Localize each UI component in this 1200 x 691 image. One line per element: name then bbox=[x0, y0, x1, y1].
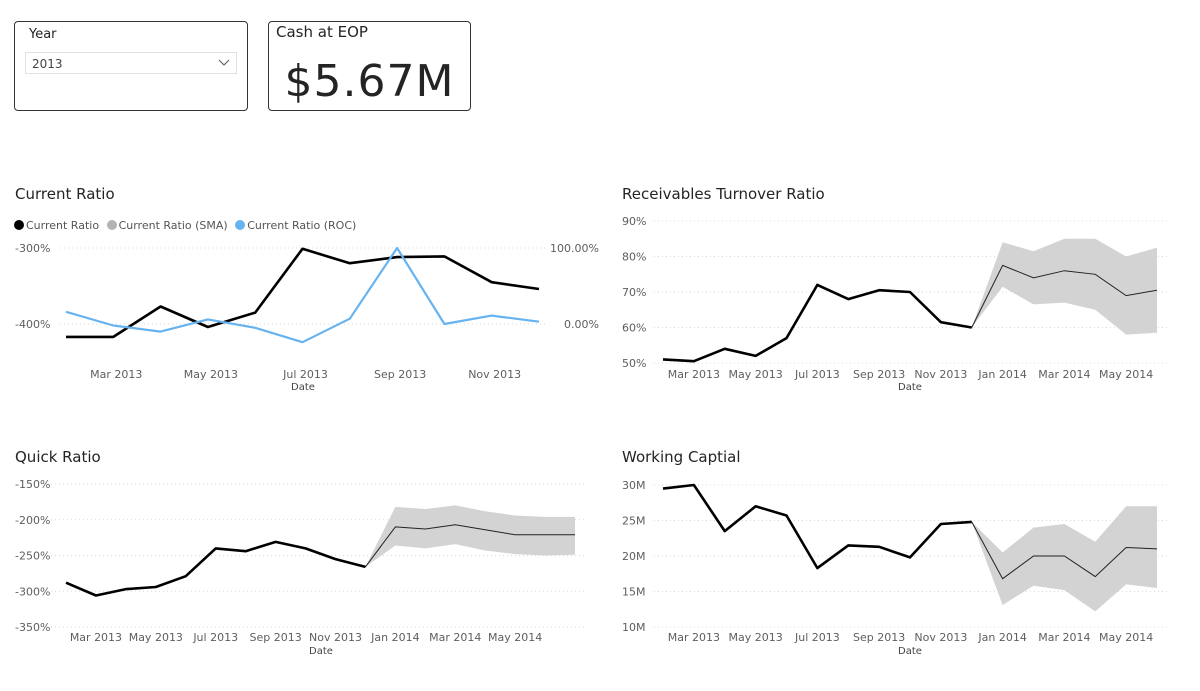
y-right-tick-label: 0.00% bbox=[564, 318, 599, 331]
forecast-line bbox=[971, 264, 1158, 328]
legend-label: Current Ratio bbox=[26, 219, 100, 232]
current-ratio-title: Current Ratio bbox=[15, 185, 115, 203]
x-tick-label: May 2013 bbox=[129, 631, 183, 644]
x-axis-label: Date bbox=[898, 646, 922, 657]
x-tick-label: Jul 2013 bbox=[794, 368, 840, 381]
y-tick-label: 15M bbox=[622, 586, 646, 599]
y-tick-label: -350% bbox=[15, 621, 50, 634]
x-tick-label: Mar 2014 bbox=[1038, 631, 1090, 644]
forecast-line bbox=[365, 524, 575, 568]
receivables-turnover-title: Receivables Turnover Ratio bbox=[622, 185, 825, 203]
legend-item-current-ratio-sma[interactable]: Current Ratio (SMA) bbox=[106, 219, 228, 232]
x-tick-label: Jan 2014 bbox=[977, 368, 1026, 381]
y-tick-label: -400% bbox=[15, 318, 50, 331]
y-tick-label: 90% bbox=[622, 215, 646, 228]
x-axis-label: Date bbox=[898, 382, 922, 393]
x-tick-label: Jul 2013 bbox=[794, 631, 840, 644]
x-tick-label: Jul 2013 bbox=[192, 631, 238, 644]
x-tick-label: Mar 2014 bbox=[429, 631, 481, 644]
year-slicer-title: Year bbox=[29, 27, 57, 42]
cash-kpi-value: $5.67M bbox=[284, 56, 455, 107]
quick-ratio-title: Quick Ratio bbox=[15, 448, 101, 466]
y-tick-label: 60% bbox=[622, 322, 646, 335]
series-line-current-ratio-roc bbox=[65, 246, 540, 344]
x-tick-label: Nov 2013 bbox=[309, 631, 362, 644]
working-capital-title: Working Captial bbox=[622, 448, 741, 466]
x-tick-label: May 2014 bbox=[1099, 368, 1153, 381]
x-axis-label: Date bbox=[291, 382, 315, 393]
legend-label: Current Ratio (SMA) bbox=[118, 219, 228, 232]
series-line-quick bbox=[65, 540, 366, 597]
y-tick-label: 50% bbox=[622, 357, 646, 370]
x-tick-label: Mar 2013 bbox=[70, 631, 122, 644]
x-tick-label: May 2014 bbox=[488, 631, 542, 644]
y-tick-label: 20M bbox=[622, 550, 646, 563]
x-tick-label: Sep 2013 bbox=[853, 368, 905, 381]
series-line-current-ratio bbox=[66, 247, 540, 339]
series-line-working bbox=[662, 483, 972, 570]
y-tick-label: -200% bbox=[15, 514, 50, 527]
year-slicer: Year 2013 bbox=[14, 21, 248, 111]
x-axis-label: Date bbox=[309, 646, 333, 657]
forecast-line bbox=[971, 521, 1158, 580]
forecast-band bbox=[971, 506, 1157, 612]
y-tick-label: 25M bbox=[622, 515, 646, 528]
cash-kpi-card: Cash at EOP $5.67M bbox=[268, 21, 471, 111]
x-tick-label: Jan 2014 bbox=[370, 631, 419, 644]
legend-dot bbox=[235, 220, 246, 230]
y-tick-label: -250% bbox=[15, 550, 50, 563]
y-tick-label: -300% bbox=[15, 585, 50, 598]
x-tick-label: Nov 2013 bbox=[468, 368, 521, 381]
x-tick-label: Sep 2013 bbox=[374, 368, 426, 381]
y-right-tick-label: 100.00% bbox=[550, 242, 599, 255]
year-dropdown-value: 2013 bbox=[32, 57, 63, 71]
x-tick-label: Sep 2013 bbox=[249, 631, 301, 644]
y-tick-label: 80% bbox=[622, 251, 646, 264]
x-tick-label: Mar 2013 bbox=[90, 368, 142, 381]
legend-label: Current Ratio (ROC) bbox=[247, 219, 357, 232]
y-tick-label: -150% bbox=[15, 478, 50, 491]
year-dropdown[interactable]: 2013 bbox=[25, 52, 237, 74]
x-tick-label: May 2013 bbox=[729, 631, 783, 644]
legend-item-current-ratio[interactable]: Current Ratio bbox=[14, 219, 99, 232]
forecast-band bbox=[365, 505, 575, 567]
x-tick-label: Mar 2014 bbox=[1038, 368, 1090, 381]
forecast-band bbox=[971, 238, 1157, 335]
legend-dot bbox=[106, 220, 117, 230]
x-tick-label: Jan 2014 bbox=[977, 631, 1026, 644]
x-tick-label: Mar 2013 bbox=[668, 368, 720, 381]
x-tick-label: May 2014 bbox=[1099, 631, 1153, 644]
x-tick-label: Jul 2013 bbox=[282, 368, 328, 381]
x-tick-label: May 2013 bbox=[184, 368, 238, 381]
series-line-receivables bbox=[662, 283, 972, 363]
y-tick-label: 70% bbox=[622, 286, 646, 299]
current-ratio-legend: Current Ratio Current Ratio (SMA) Curren… bbox=[14, 219, 360, 232]
y-tick-label: 30M bbox=[622, 479, 646, 492]
chevron-down-icon bbox=[218, 59, 230, 66]
x-tick-label: Sep 2013 bbox=[853, 631, 905, 644]
legend-dot bbox=[14, 220, 24, 230]
cash-kpi-title: Cash at EOP bbox=[276, 23, 368, 41]
x-tick-label: May 2013 bbox=[729, 368, 783, 381]
x-tick-label: Nov 2013 bbox=[914, 368, 967, 381]
x-tick-label: Nov 2013 bbox=[914, 631, 967, 644]
x-tick-label: Mar 2013 bbox=[668, 631, 720, 644]
y-tick-label: 10M bbox=[622, 621, 646, 634]
y-tick-label: -300% bbox=[15, 242, 50, 255]
legend-item-current-ratio-roc[interactable]: Current Ratio (ROC) bbox=[235, 219, 356, 232]
